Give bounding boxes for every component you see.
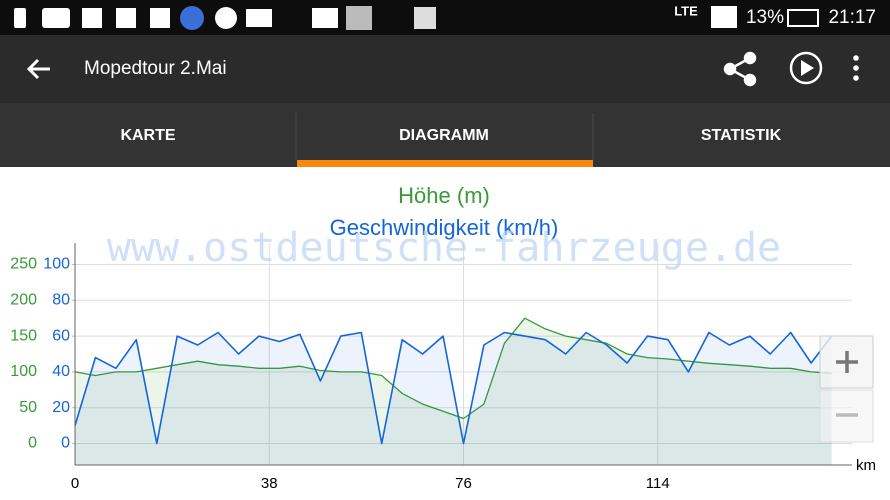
line [74,317,832,420]
notification-icons [14,6,436,30]
tab-indicator [297,160,593,167]
menu-button[interactable] [853,55,859,81]
y2-tick-label: 20 [52,399,70,416]
y2-tick-label: 40 [52,363,70,380]
y-tick-label: 250 [10,256,37,273]
tab[interactable]: DIAGRAMM [399,127,489,144]
app-bar [0,35,890,103]
area [75,332,832,465]
status-bar [0,0,890,35]
line [74,331,833,445]
legend-entry: Höhe (m) [398,183,490,208]
chart: 0 50 100 150 200 250 0 20 40 60 80 100 0 38 76 114 [10,243,852,492]
watermark: www.ostdeutsche-fahrzeuge.de [107,225,781,271]
y2-tick-label: 100 [43,256,70,273]
x-axis-label: km [856,457,876,474]
back-button[interactable] [26,58,50,80]
tab-bar [0,103,890,167]
area [75,318,832,465]
y-tick-label: 0 [28,435,37,452]
x-tick-label: 114 [646,475,670,492]
play-button[interactable] [789,51,823,85]
y-tick-label: 50 [19,399,37,416]
tab[interactable]: STATISTIK [701,127,782,144]
tab[interactable]: KARTE [120,127,175,144]
zoom-in-icon [836,351,858,373]
app-title: Mopedtour 2.Mai [84,58,227,79]
signal-icon [711,6,737,28]
legend-entry: Geschwindigkeit (km/h) [330,215,559,240]
y2-tick-label: 80 [52,292,70,309]
x-tick-label: 38 [261,475,278,492]
x-tick-label: 0 [71,475,79,492]
y-tick-label: 150 [10,327,37,344]
y2-tick-label: 60 [52,327,70,344]
y-tick-label: 100 [10,363,37,380]
battery-icon [787,9,819,27]
zoom-controls [819,335,874,443]
y2-tick-label: 0 [61,435,70,452]
share-button[interactable] [723,51,757,87]
network-type: LTE [674,3,698,18]
x-tick-label: 76 [455,475,472,492]
clock: 21:17 [828,7,876,28]
y-tick-label: 200 [10,292,37,309]
battery-level: 13% [746,7,784,28]
